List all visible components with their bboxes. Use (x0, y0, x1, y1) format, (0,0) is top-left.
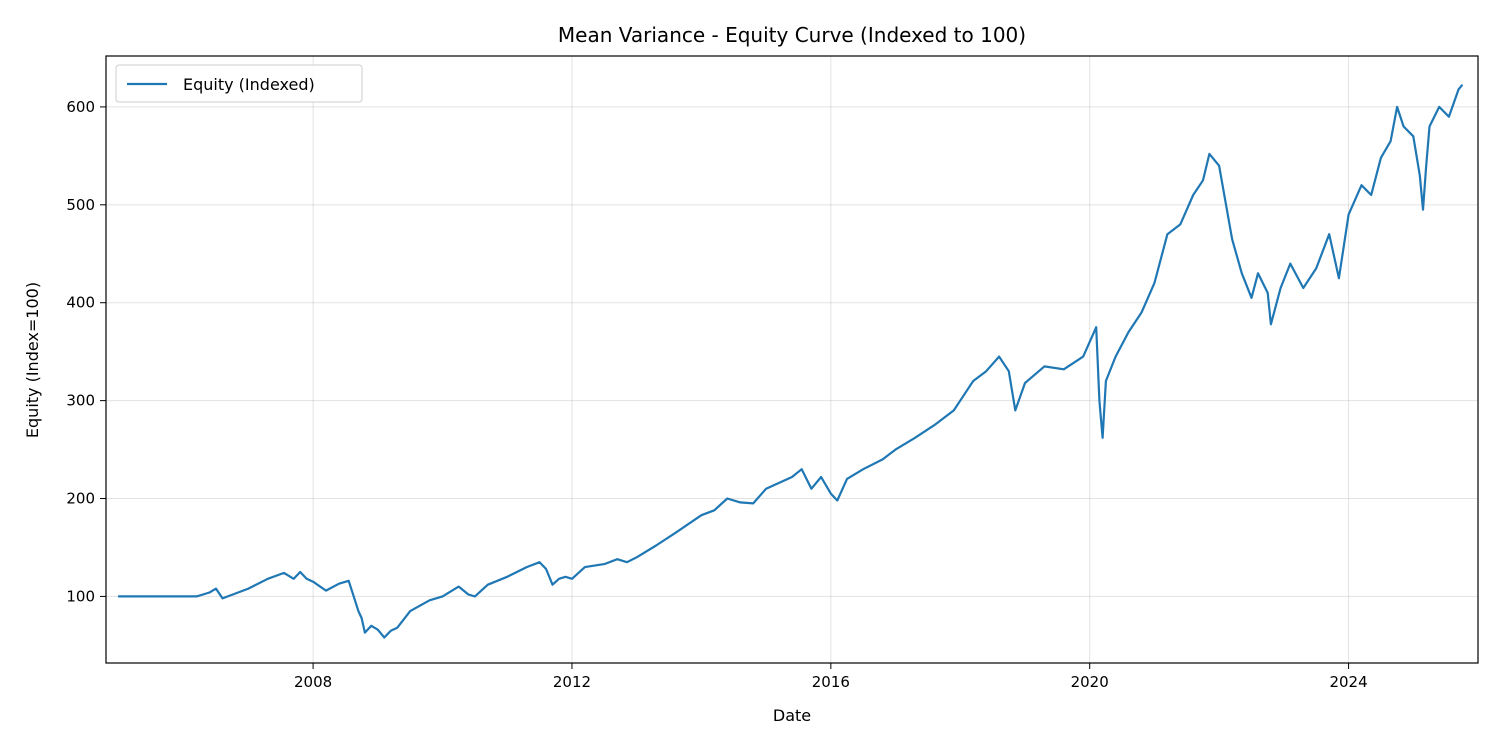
x-tick-label: 2024 (1329, 673, 1367, 691)
plot-frame (105, 55, 1479, 664)
chart-title: Mean Variance - Equity Curve (Indexed to… (558, 23, 1026, 47)
x-tick-label: 2020 (1071, 673, 1109, 691)
y-tick-label: 400 (66, 294, 95, 312)
x-tick-label: 2016 (812, 673, 850, 691)
series-layer (117, 84, 1463, 639)
y-tick-label: 200 (66, 490, 95, 508)
axis-ticks: 2008 2012 2016 2020 2024 100 200 300 400 500 600 (66, 98, 1367, 691)
x-axis-title: Date (773, 706, 811, 725)
grid-lines (106, 56, 1478, 663)
x-tick-label: 2008 (294, 673, 332, 691)
y-axis-title: Equity (Index=100) (23, 282, 42, 438)
legend-label: Equity (Indexed) (183, 75, 315, 94)
legend-box (115, 64, 363, 103)
y-tick-label: 300 (66, 392, 95, 410)
legend: Equity (Indexed) (115, 64, 363, 103)
y-tick-label: 100 (66, 587, 95, 605)
series-line-equity-indexed (117, 84, 1463, 639)
y-tick-label: 600 (66, 98, 95, 116)
y-tick-label: 500 (66, 196, 95, 214)
x-tick-label: 2012 (553, 673, 591, 691)
